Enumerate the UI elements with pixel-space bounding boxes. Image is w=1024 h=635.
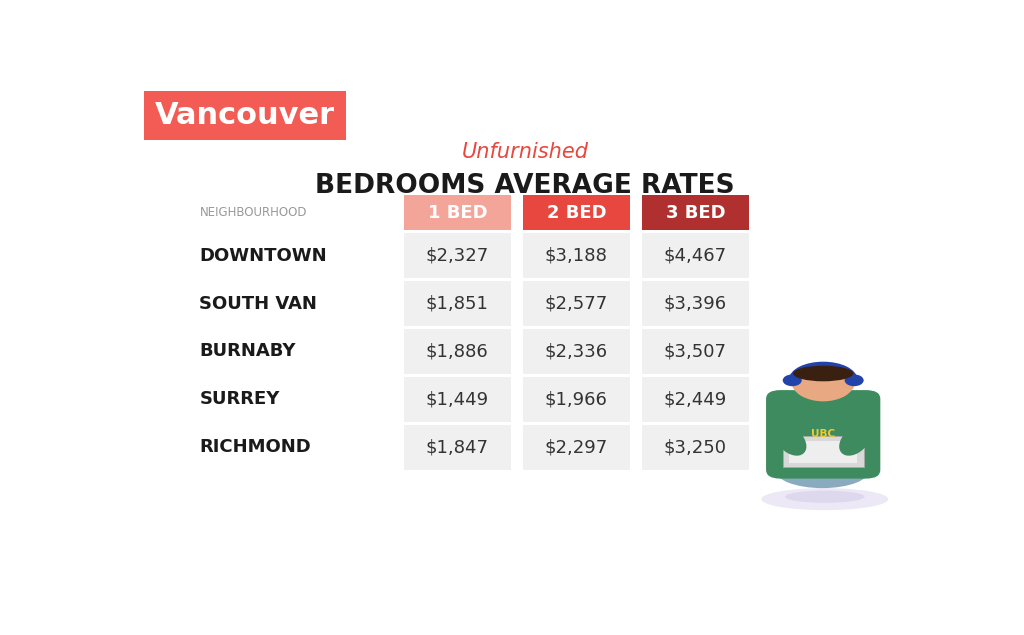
Text: $3,250: $3,250	[664, 438, 727, 457]
Circle shape	[845, 375, 863, 386]
FancyBboxPatch shape	[523, 195, 630, 231]
FancyBboxPatch shape	[766, 390, 881, 479]
Text: BEDROOMS AVERAGE RATES: BEDROOMS AVERAGE RATES	[315, 173, 734, 199]
FancyBboxPatch shape	[403, 329, 511, 374]
Text: UBC: UBC	[811, 429, 836, 439]
Text: 2 BED: 2 BED	[547, 204, 606, 222]
FancyBboxPatch shape	[143, 91, 346, 140]
Text: Vancouver: Vancouver	[155, 101, 335, 130]
Text: $2,297: $2,297	[545, 438, 608, 457]
Text: DOWNTOWN: DOWNTOWN	[200, 246, 327, 265]
Text: $3,188: $3,188	[545, 246, 608, 265]
FancyBboxPatch shape	[642, 233, 749, 278]
FancyBboxPatch shape	[642, 425, 749, 470]
FancyBboxPatch shape	[403, 281, 511, 326]
FancyBboxPatch shape	[403, 425, 511, 470]
Text: SURREY: SURREY	[200, 391, 280, 408]
Text: $1,851: $1,851	[426, 295, 488, 312]
Text: SOUTH VAN: SOUTH VAN	[200, 295, 317, 312]
FancyBboxPatch shape	[782, 436, 863, 467]
Ellipse shape	[793, 366, 853, 381]
Text: $1,847: $1,847	[426, 438, 488, 457]
FancyBboxPatch shape	[642, 281, 749, 326]
Text: $2,336: $2,336	[545, 342, 608, 361]
Circle shape	[782, 375, 802, 386]
FancyBboxPatch shape	[790, 441, 857, 464]
FancyBboxPatch shape	[642, 377, 749, 422]
FancyBboxPatch shape	[523, 233, 630, 278]
FancyBboxPatch shape	[642, 329, 749, 374]
Text: $3,507: $3,507	[664, 342, 727, 361]
Text: $2,327: $2,327	[426, 246, 489, 265]
Text: $1,449: $1,449	[426, 391, 488, 408]
Ellipse shape	[761, 488, 888, 510]
Ellipse shape	[785, 491, 864, 503]
FancyBboxPatch shape	[523, 329, 630, 374]
Text: NEIGHBOURHOOD: NEIGHBOURHOOD	[200, 206, 307, 219]
FancyBboxPatch shape	[523, 281, 630, 326]
Ellipse shape	[775, 451, 870, 488]
Ellipse shape	[775, 425, 807, 456]
Text: BURNABY: BURNABY	[200, 342, 296, 361]
FancyBboxPatch shape	[642, 195, 749, 231]
Text: $2,577: $2,577	[545, 295, 608, 312]
Text: 1 BED: 1 BED	[428, 204, 487, 222]
Text: Unfurnished: Unfurnished	[461, 142, 589, 162]
FancyBboxPatch shape	[523, 377, 630, 422]
Circle shape	[792, 362, 855, 401]
Text: $1,966: $1,966	[545, 391, 608, 408]
FancyBboxPatch shape	[403, 377, 511, 422]
FancyBboxPatch shape	[523, 425, 630, 470]
Text: RICHMOND: RICHMOND	[200, 438, 311, 457]
Text: $4,467: $4,467	[664, 246, 727, 265]
Text: $3,396: $3,396	[664, 295, 727, 312]
Text: $2,449: $2,449	[664, 391, 727, 408]
FancyBboxPatch shape	[403, 195, 511, 231]
Text: $1,886: $1,886	[426, 342, 488, 361]
Ellipse shape	[802, 387, 845, 406]
Text: 3 BED: 3 BED	[666, 204, 725, 222]
FancyBboxPatch shape	[403, 233, 511, 278]
Ellipse shape	[840, 425, 870, 456]
